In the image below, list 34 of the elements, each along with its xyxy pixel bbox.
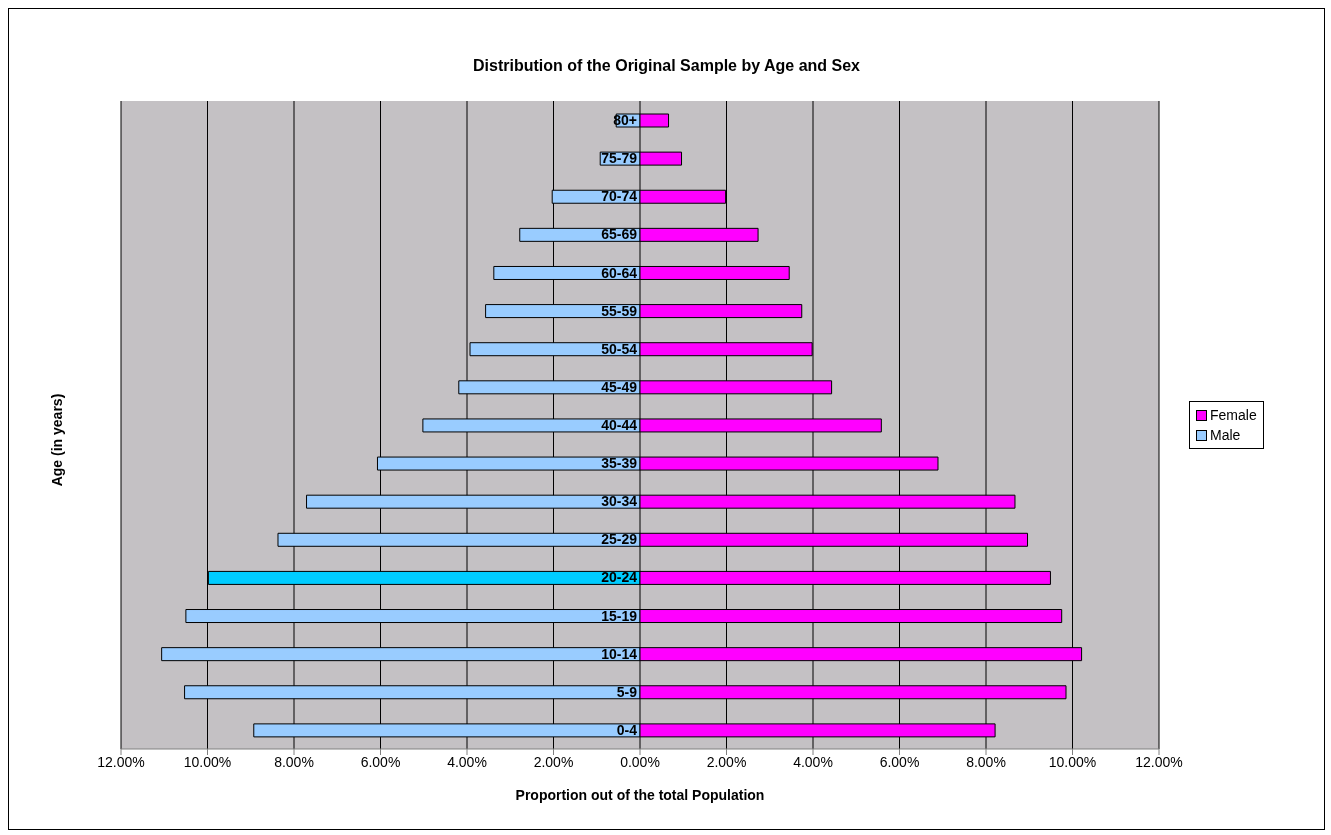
- y-tick-label: 30-34: [601, 492, 637, 511]
- y-tick-label: 35-39: [601, 454, 637, 473]
- x-tick-label: 2.00%: [706, 753, 747, 770]
- x-tick-label: 4.00%: [793, 753, 833, 770]
- x-axis-title: Proportion out of the total Population: [514, 787, 766, 803]
- y-tick-label: 60-64: [601, 263, 637, 282]
- y-tick-label: 25-29: [601, 530, 637, 549]
- x-tick-label: 10.00%: [183, 753, 232, 770]
- y-tick-label: 5-9: [616, 682, 637, 701]
- x-tick-label: 8.00%: [966, 753, 1006, 770]
- y-tick-label: 70-74: [601, 187, 637, 206]
- y-tick-label: 10-14: [601, 644, 637, 663]
- y-tick-label: 40-44: [601, 416, 637, 434]
- legend-label: Male: [1210, 426, 1241, 445]
- x-tick-label: 4.00%: [447, 753, 487, 770]
- x-tick-label: 12.00%: [1135, 753, 1183, 770]
- x-tick-label: 8.00%: [274, 753, 314, 770]
- y-tick-label: 20-24: [601, 568, 637, 587]
- y-tick-label: 75-79: [601, 149, 637, 168]
- y-tick-label: 65-69: [601, 225, 637, 244]
- x-tick-label: 12.00%: [97, 753, 145, 770]
- y-tick-label: 45-49: [601, 377, 637, 396]
- y-tick-label: 50-54: [601, 339, 637, 358]
- x-tick-label: 6.00%: [360, 753, 401, 770]
- y-tick-label: 0-4: [616, 720, 637, 739]
- y-tick-label: 55-59: [601, 301, 637, 320]
- chart-title: Distribution of the Original Sample by Age and Sex: [472, 57, 861, 75]
- x-tick-label: 10.00%: [1048, 753, 1097, 770]
- x-tick-label: 6.00%: [879, 753, 920, 770]
- y-tick-label: 15-19: [601, 606, 637, 625]
- y-axis-title: Age (in years): [49, 393, 65, 487]
- x-tick-label: 2.00%: [533, 753, 574, 770]
- x-tick-label: 0.00%: [620, 753, 660, 770]
- legend-label: Female: [1210, 406, 1257, 425]
